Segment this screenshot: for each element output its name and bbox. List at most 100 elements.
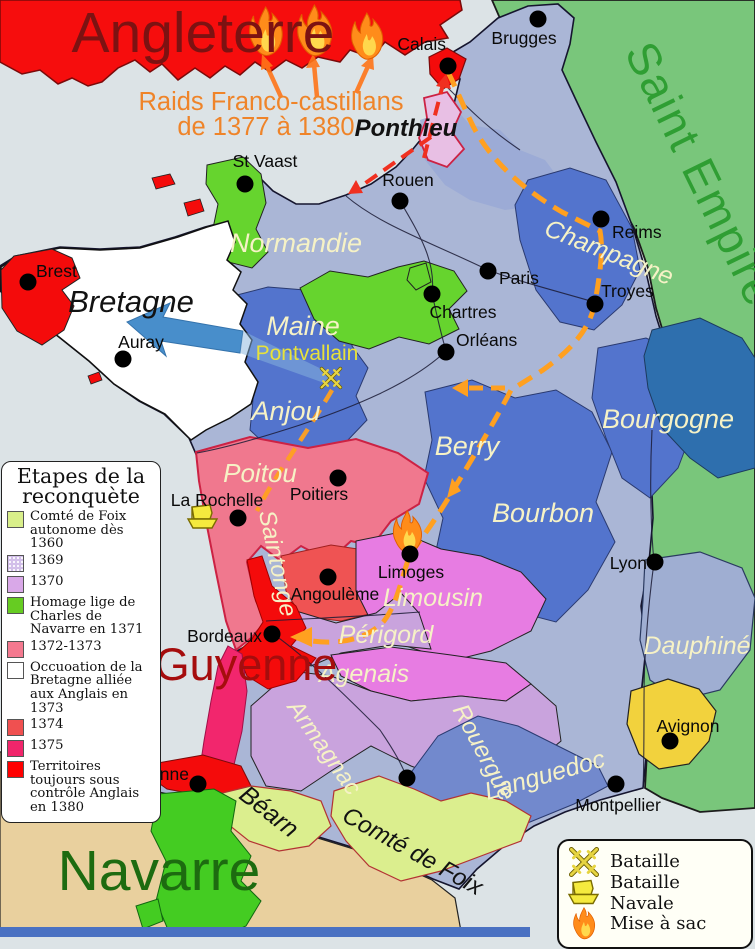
city-label: Limoges (378, 562, 444, 582)
city-dot-unlabeled (398, 769, 416, 787)
legend-item-label: Bataille Navale (610, 871, 680, 914)
legend-item-1375: 1375 (7, 739, 155, 758)
region-label-anjou: Anjou (249, 396, 320, 426)
city-label: Paris (499, 268, 539, 288)
legend-item-foix: Comté de Foix autonome dès 1360 (7, 510, 155, 551)
legend-swatch (7, 575, 24, 593)
brittany-campaign-arrow-tail (240, 331, 334, 384)
city-dot-angouleme (319, 568, 337, 586)
legend-item-bataille: Bataille (567, 846, 743, 877)
city-label: Avignon (657, 716, 720, 736)
city-dot-paris (479, 262, 497, 280)
city-dot-limoges (401, 545, 419, 563)
region-label-normandie: Normandie (230, 228, 362, 258)
legend-item-label: 1374 (30, 717, 64, 733)
territory-label-guyenne: Guyenne (155, 639, 338, 690)
region-label-bourbon: Bourbon (492, 498, 594, 528)
legend-title: Etapes de la reconquète (7, 466, 155, 509)
legend-item-anglais-1380: Territoires toujours sous contrôle Angla… (7, 760, 155, 814)
franco-castilian-route (254, 70, 604, 647)
city-dot-bordeaux (263, 625, 281, 643)
rivers-and-borders (196, 87, 655, 789)
legend-swatch (7, 640, 24, 658)
city-dot-bayonne (189, 775, 207, 793)
city-label: Auray (118, 332, 164, 352)
region-label-poitou: Poitou (223, 458, 297, 488)
city-label: Bordeaux (187, 626, 262, 646)
legend-swatch (7, 719, 24, 737)
red-islet-2 (183, 198, 205, 217)
city-dot-calais (439, 57, 457, 75)
legend-swatch (7, 554, 24, 572)
raids-annotation-line1: Raids Franco-castillans (138, 88, 403, 116)
legend-swatch (7, 761, 24, 779)
city-dot-montpellier (607, 775, 625, 793)
region-dauphine (639, 551, 755, 701)
city-dot-brugges (529, 10, 547, 28)
city-label: Calais (397, 34, 446, 54)
flame-icon (573, 906, 596, 939)
city-labels: Calais Brugges St Vaast Rouen Reims Pari… (36, 28, 719, 815)
region-label-agenais: Agenais (317, 660, 409, 688)
city-label: La Rochelle (171, 490, 263, 510)
city-dot-reims (592, 210, 610, 228)
red-islet-3 (87, 371, 103, 385)
red-raid-arrows (348, 74, 451, 194)
legend-symbols: Bataille Bataille Navale Mise à sac (557, 839, 753, 949)
red-islet-1 (151, 173, 176, 190)
region-label-maine: Maine (266, 311, 340, 341)
city-label: Orléans (456, 330, 518, 350)
region-label-limousin: Limousin (383, 584, 483, 612)
legend-item-1369: 1369 (7, 554, 155, 572)
legend-item-label: Bataille (610, 851, 680, 872)
city-dot-troyes (586, 295, 604, 313)
city-dot-orleans (437, 343, 455, 361)
city-dot-st-vaast (236, 175, 254, 193)
legend-item-bretagne-1373: Occuoation de la Bretagne alliée aux Ang… (7, 659, 155, 716)
city-label: Angoulème (291, 584, 380, 604)
region-champagne (514, 167, 641, 331)
city-dot-lyon (646, 553, 664, 571)
city-label: Poitiers (290, 484, 349, 504)
region-guyenne-red (236, 555, 317, 690)
city-label: Reims (612, 222, 662, 242)
city-dot-rouen (391, 192, 409, 210)
england-coast-raid-arrows (261, 54, 374, 98)
crossed-swords-icon (567, 847, 601, 877)
legend-swatch (7, 596, 24, 614)
legend-item-label: 1370 (30, 573, 64, 589)
route-arrowhead-berry (447, 478, 461, 498)
region-label-perigord: Périgord (339, 621, 435, 649)
naval-ship-icon (568, 879, 599, 905)
region-label-dauphine: Dauphiné (643, 632, 750, 660)
region-foix-yellowgreen (330, 775, 532, 882)
legend-swatch (7, 740, 24, 758)
city-dot-chartres (423, 285, 441, 303)
england-landmass (0, 0, 463, 87)
legend-reconquest-stages: Etapes de la reconquète Comté de Foix au… (1, 461, 161, 824)
region-label-berry: Berry (435, 431, 501, 461)
legend-title-line2: reconquète (22, 484, 140, 509)
city-dots (19, 10, 679, 793)
battle-label-pontvallain: Pontvallain (256, 342, 359, 365)
legend-item-mise-a-sac: Mise à sac (567, 906, 743, 939)
city-label: Brugges (491, 28, 556, 48)
region-label-ponthieu: Ponthieu (355, 115, 458, 142)
legend-item-1370: 1370 (7, 575, 155, 593)
region-franche-comte (643, 317, 755, 479)
legend-item-label: 1372-1373 (30, 638, 102, 654)
region-avignon-yellow (626, 678, 717, 770)
city-label: St Vaast (233, 151, 298, 171)
region-brest-red (0, 248, 81, 346)
legend-item-label: Occuoation de la Bretagne alliée aux Ang… (30, 659, 143, 716)
city-dot-auray (114, 350, 132, 368)
legend-item-label: Territoires toujours sous contrôle Angla… (30, 759, 140, 815)
legend-item-1372-1373: 1372-1373 (7, 640, 155, 658)
city-dot-avignon (661, 732, 679, 750)
city-label: Montpellier (575, 795, 661, 815)
city-label: Troyes (601, 281, 654, 301)
legend-item-label: Comté de Foix autonome dès 1360 (30, 509, 127, 552)
region-label-bourgogne: Bourgogne (602, 404, 734, 434)
region-ponthieu-pink (418, 90, 466, 169)
raids-annotation-line2: de 1377 à 1380 (177, 113, 354, 141)
